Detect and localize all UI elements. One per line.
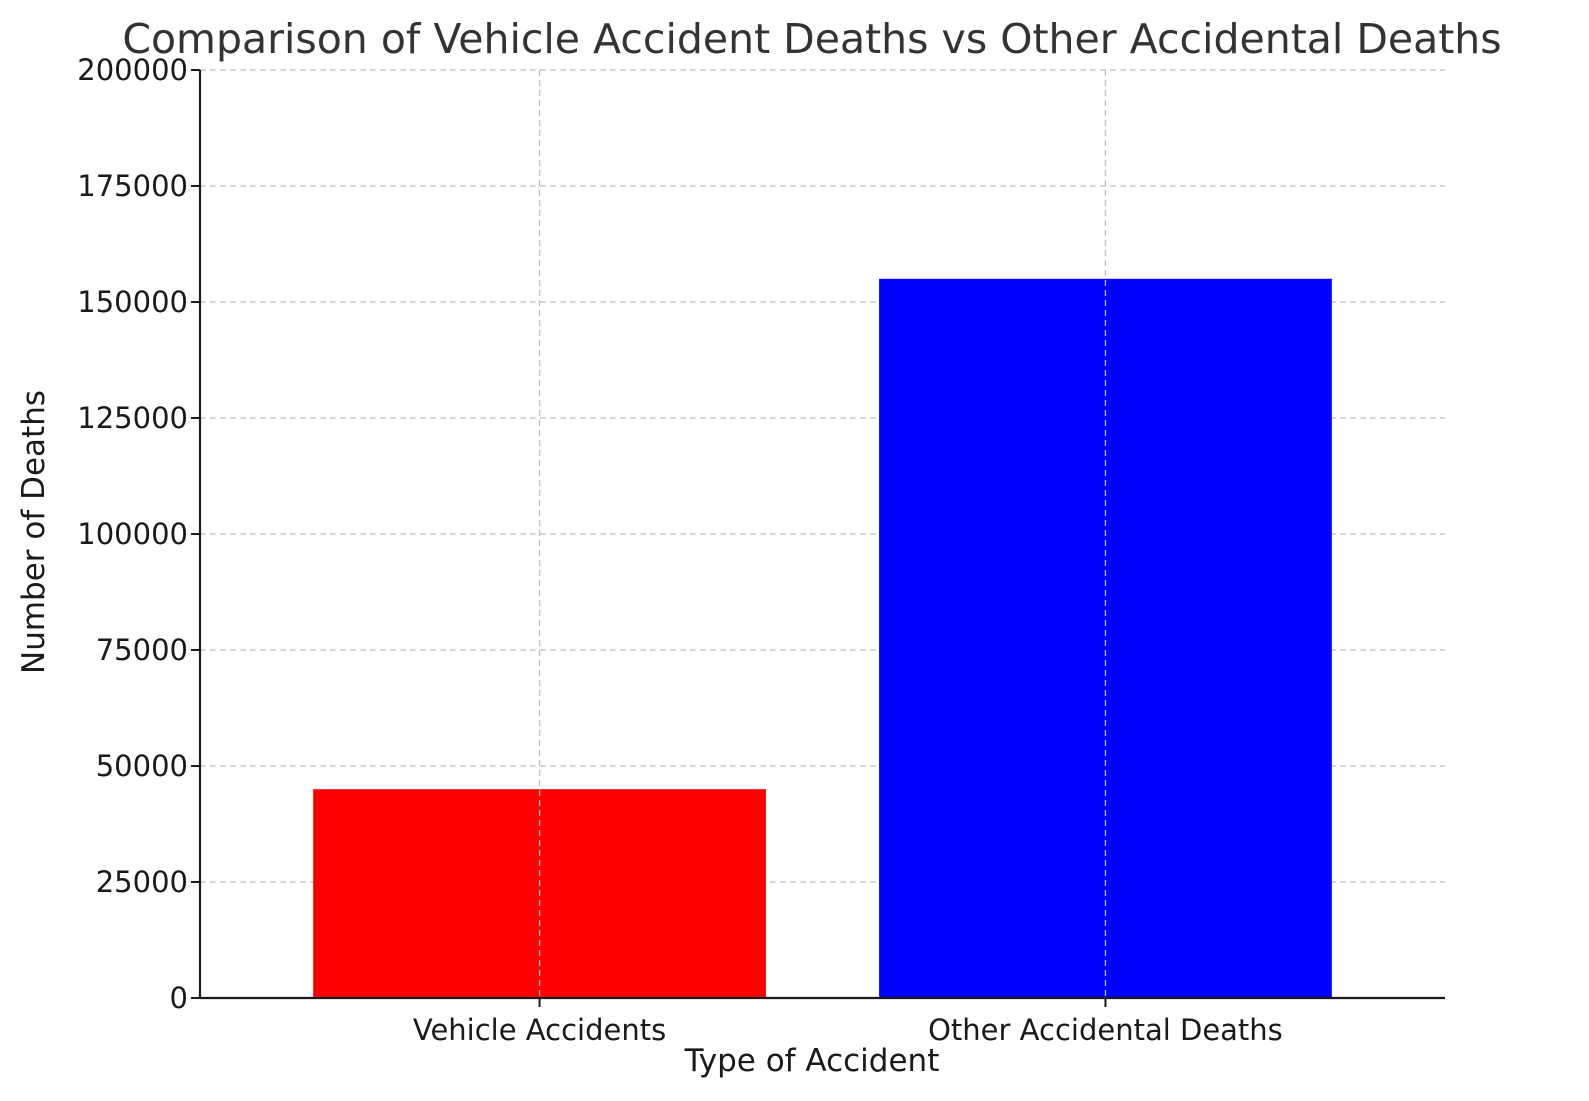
y-tick-label: 200000: [77, 53, 188, 87]
chart-title: Comparison of Vehicle Accident Deaths vs…: [122, 15, 1501, 63]
y-tick-label: 25000: [96, 865, 188, 899]
vertical-grid: [538, 70, 1107, 998]
y-axis-ticks: 0 25000 50000 75000 100000 125000 150000 175000…: [77, 53, 200, 1015]
bar-other-accidental-deaths: [879, 278, 1332, 998]
bars: [313, 278, 1332, 998]
x-tick-label: Other Accidental Deaths: [928, 1013, 1283, 1047]
y-tick-label: 175000: [77, 169, 188, 203]
y-tick-label: 100000: [77, 517, 188, 551]
x-axis-ticks: Vehicle Accidents Other Accidental Deaths: [413, 998, 1283, 1047]
y-tick-label: 75000: [96, 633, 188, 667]
y-axis-title: Number of Deaths: [16, 390, 52, 674]
y-tick-label: 0: [170, 981, 188, 1015]
y-tick-label: 150000: [77, 285, 188, 319]
x-tick-label: Vehicle Accidents: [413, 1013, 666, 1047]
y-tick-label: 50000: [96, 749, 188, 783]
y-tick-label: 125000: [77, 401, 188, 435]
x-axis-title: Type of Accident: [684, 1043, 940, 1079]
